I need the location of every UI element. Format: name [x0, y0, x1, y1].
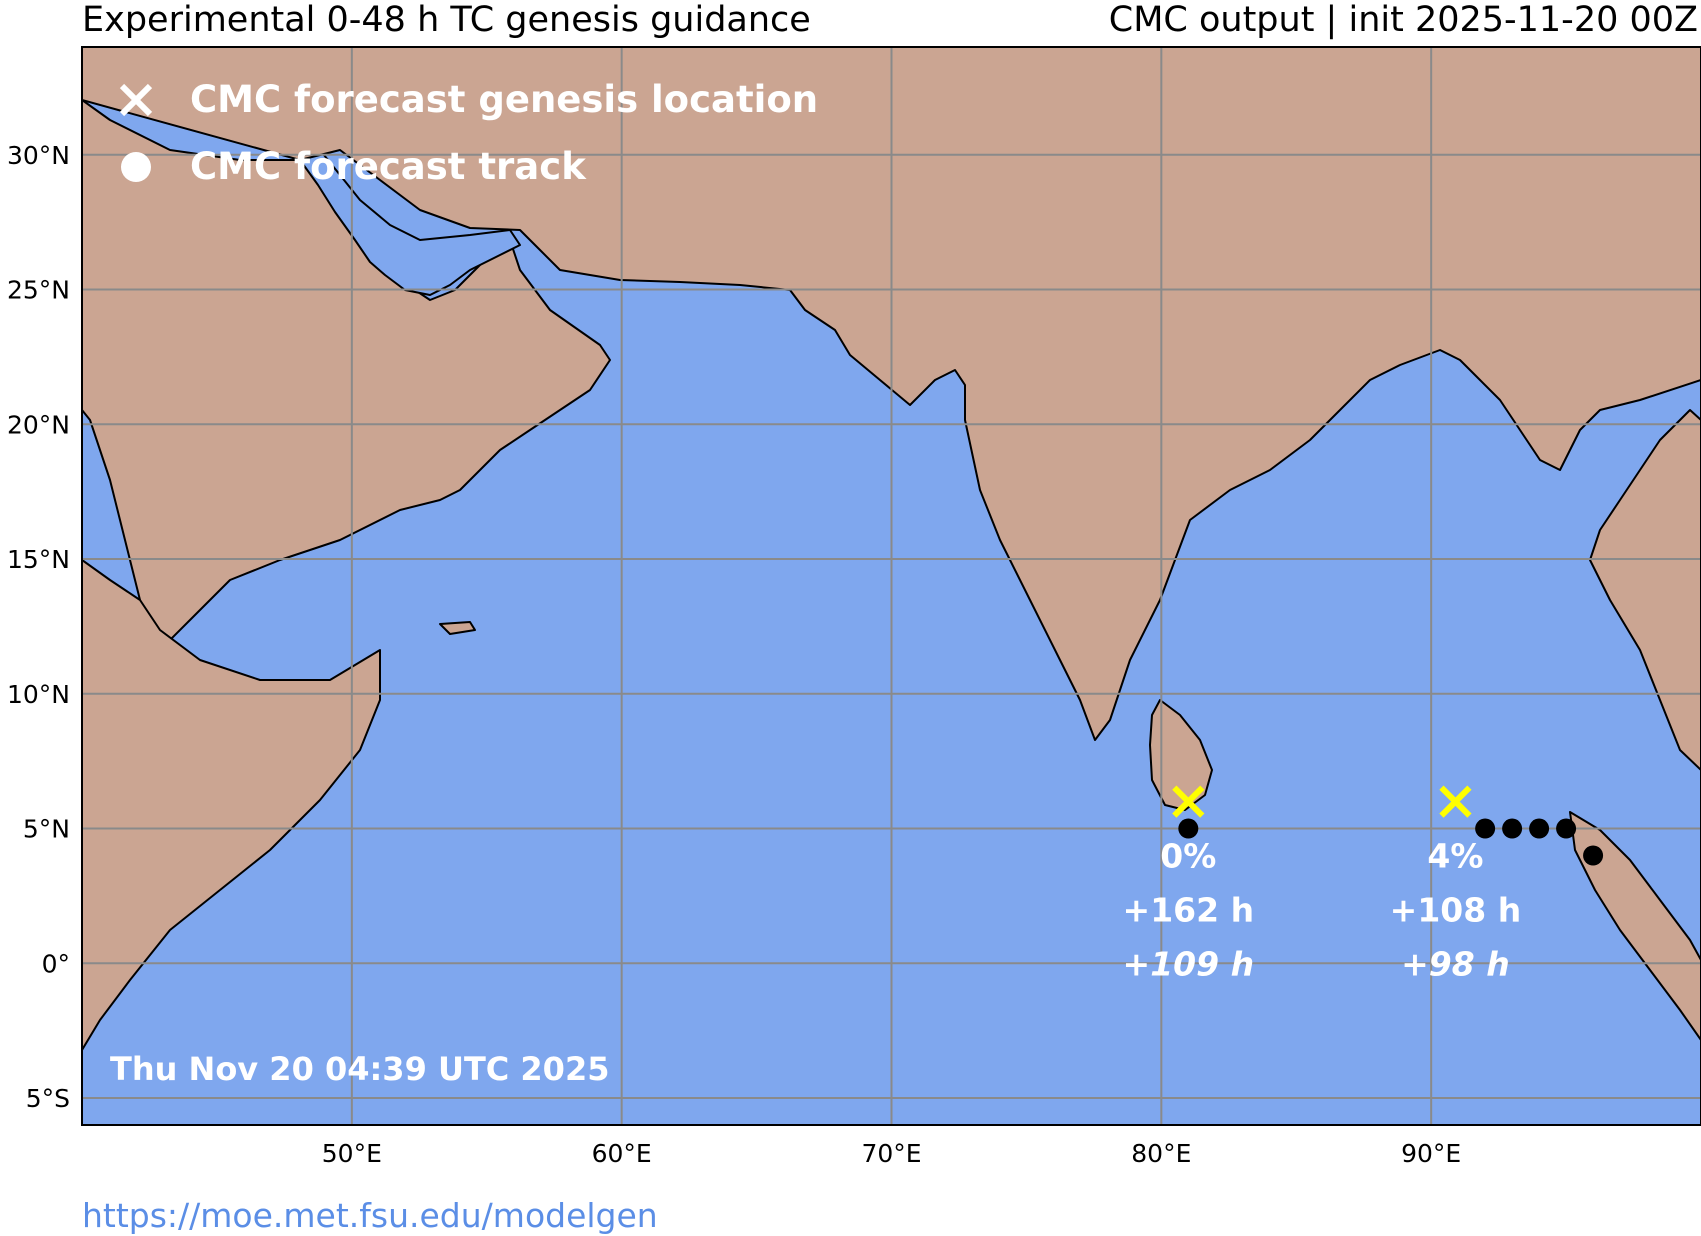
genesis-marker	[1172, 785, 1205, 818]
source-url-link[interactable]: https://moe.met.fsu.edu/modelgen	[82, 1196, 658, 1235]
dot-icon	[121, 152, 151, 182]
lat-tick-label: 0°	[42, 949, 70, 978]
map-title: Experimental 0-48 h TC genesis guidance	[82, 0, 811, 40]
legend-label: CMC forecast track	[190, 145, 587, 188]
track-dot	[1475, 818, 1496, 839]
track-dot	[1502, 818, 1523, 839]
lead-time-alt-label: +98 h	[1401, 945, 1510, 984]
lon-tick-label: 70°E	[861, 1139, 921, 1168]
track-dot	[1178, 818, 1199, 839]
lat-tick-label: 25°N	[7, 276, 70, 305]
lead-time-alt-label: +109 h	[1123, 945, 1255, 984]
lat-tick-label: 5°S	[26, 1084, 70, 1113]
land-sri-lanka	[1149, 699, 1213, 811]
model-init-label: CMC output | init 2025-11-20 00Z	[1108, 0, 1698, 40]
lat-tick-label: 10°N	[7, 680, 70, 709]
forecast-system: 4% +108 h +98 h	[1390, 785, 1604, 984]
land-sumatra	[1569, 811, 1701, 1041]
timestamp-label: Thu Nov 20 04:39 UTC 2025	[110, 1050, 609, 1088]
graticule	[82, 47, 1701, 1125]
land-layer	[82, 47, 1701, 1051]
lon-tick-label: 50°E	[322, 1139, 382, 1168]
lead-time-label: +162 h	[1123, 891, 1255, 930]
land-asia-north	[82, 47, 1701, 771]
land-socotra	[439, 621, 476, 635]
lat-tick-label: 20°N	[7, 410, 70, 439]
legend: CMC forecast genesis location CMC forecas…	[119, 78, 818, 188]
lat-tick-label: 30°N	[7, 141, 70, 170]
forecast-system: 0% +162 h +109 h	[1123, 785, 1255, 984]
lat-tick-label: 5°N	[23, 815, 70, 844]
land-africa	[82, 559, 381, 1051]
persian-gulf	[299, 149, 521, 296]
lon-tick-label: 90°E	[1401, 1139, 1461, 1168]
forecast-systems: 0% +162 h +109 h 4% +108 h +98 h	[1123, 785, 1604, 984]
map-frame	[81, 46, 1701, 1126]
legend-label: CMC forecast genesis location	[190, 78, 818, 121]
lat-tick-label: 15°N	[7, 545, 70, 574]
axis-tick-labels: 30°N 25°N 20°N 15°N 10°N 5°N 0° 5°S 50°E 60°E 70°E…	[7, 141, 1461, 1168]
genesis-probability: 4%	[1427, 837, 1483, 876]
track-dot	[1583, 845, 1604, 866]
lead-time-label: +108 h	[1390, 891, 1522, 930]
lon-tick-label: 60°E	[592, 1139, 652, 1168]
track-dot	[1529, 818, 1550, 839]
track-dot	[1556, 818, 1577, 839]
genesis-marker	[1439, 785, 1472, 818]
genesis-probability: 0%	[1160, 837, 1216, 876]
lon-tick-label: 80°E	[1131, 1139, 1191, 1168]
x-icon	[119, 83, 153, 117]
